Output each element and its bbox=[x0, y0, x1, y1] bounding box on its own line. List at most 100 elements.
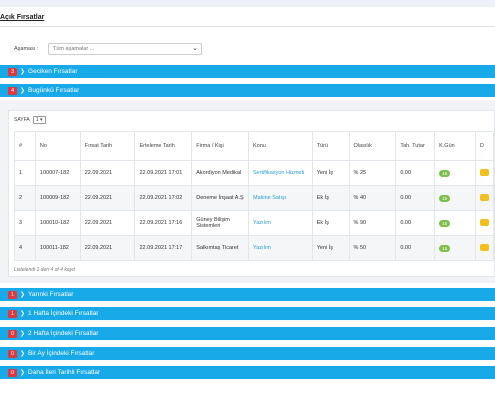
cell-type: Ek İş bbox=[311, 185, 350, 211]
page-select[interactable]: 1 ▾ bbox=[32, 116, 46, 124]
kgun-badge: 15 bbox=[439, 244, 451, 252]
cell-kgun: 15 bbox=[434, 185, 476, 211]
section-label: Daha İleri Tarihli Fırsatlar bbox=[28, 369, 101, 376]
cell-firm: Deneme İnşaat A.Ş bbox=[191, 185, 249, 211]
top-bar bbox=[0, 0, 495, 7]
section-count-badge: 4 bbox=[8, 86, 17, 95]
section-overdue[interactable]: 3 ❯ Geciken Fırsatlar bbox=[0, 65, 495, 78]
col-firm[interactable]: Firma / Kişi bbox=[191, 131, 249, 161]
section-label: 1 Hafta İçindeki Fırsatlar bbox=[28, 310, 99, 317]
cell-subject-link[interactable]: Sertifikasyon Hizmeti bbox=[247, 160, 313, 186]
cell-no: 100011-182 bbox=[34, 235, 81, 261]
cell-type: Yeni İş bbox=[311, 160, 350, 186]
status-badge bbox=[479, 243, 489, 251]
chevron-right-icon: ❯ bbox=[20, 370, 26, 376]
status-badge bbox=[479, 168, 489, 176]
cell-no: 100010-182 bbox=[34, 210, 81, 236]
stage-filter-value: Tüm aşamalar ... bbox=[53, 46, 95, 52]
col-index[interactable]: # bbox=[14, 131, 36, 161]
cell-probability: % 25 bbox=[348, 160, 397, 186]
col-postpone[interactable]: Erteleme Tarih bbox=[134, 131, 193, 161]
section-count-badge: 0 bbox=[8, 349, 17, 358]
cell-amount: 0.00 bbox=[395, 160, 436, 186]
table-container: SAYFA 1 ▾ # No Fırsat Tarih Erteleme Tar… bbox=[8, 110, 495, 277]
section-one-month[interactable]: 0 ❯ Bir Ay İçindeki Fırsatlar bbox=[0, 347, 495, 360]
stage-filter-select[interactable]: Tüm aşamalar ... ⌄ bbox=[48, 43, 202, 55]
col-kgun[interactable]: K.Gün bbox=[434, 131, 476, 161]
col-d[interactable]: D bbox=[474, 131, 495, 161]
cell-postpone: 22.09.2021 17:16 bbox=[134, 210, 193, 236]
col-date[interactable]: Fırsat Tarih bbox=[79, 131, 136, 161]
chevron-right-icon: ❯ bbox=[20, 351, 26, 357]
listed-count-text: Listelendi 1 den 4 of 4 kayıt bbox=[14, 267, 75, 273]
col-subject[interactable]: Konu bbox=[247, 131, 313, 161]
cell-d bbox=[474, 185, 495, 211]
col-probability[interactable]: Olasılık bbox=[348, 131, 397, 161]
section-tomorrow[interactable]: 1 ❯ Yarınki Fırsatlar bbox=[0, 288, 495, 301]
section-label: Yarınki Fırsatlar bbox=[28, 291, 74, 298]
cell-index: 2 bbox=[14, 185, 36, 211]
cell-amount: 0.00 bbox=[395, 185, 436, 211]
page-label: SAYFA bbox=[14, 117, 30, 123]
cell-d bbox=[474, 235, 495, 261]
table-row[interactable]: 3 100010-182 22.09.2021 22.09.2021 17:16… bbox=[14, 210, 495, 236]
cell-index: 1 bbox=[14, 160, 36, 186]
cell-firm: Güney Bilişim Sistemleri bbox=[191, 210, 249, 236]
cell-no: 100009-182 bbox=[34, 185, 81, 211]
kgun-badge: 15 bbox=[439, 194, 451, 202]
cell-index: 4 bbox=[14, 235, 36, 261]
cell-date: 22.09.2021 bbox=[79, 210, 136, 236]
cell-kgun: 15 bbox=[434, 210, 476, 236]
cell-amount: 0.00 bbox=[395, 210, 436, 236]
cell-date: 22.09.2021 bbox=[79, 185, 136, 211]
section-count-badge: 3 bbox=[8, 67, 17, 76]
stage-filter-label: Aşaması : bbox=[14, 46, 39, 52]
divider bbox=[0, 26, 495, 27]
cell-kgun: 15 bbox=[434, 235, 476, 261]
cell-type: Ek İş bbox=[311, 210, 350, 236]
page-size-control: SAYFA 1 ▾ bbox=[14, 116, 46, 124]
cell-probability: % 40 bbox=[348, 185, 397, 211]
section-label: Bir Ay İçindeki Fırsatlar bbox=[28, 350, 95, 357]
cell-postpone: 22.09.2021 17:02 bbox=[134, 185, 193, 211]
cell-subject-link[interactable]: Makine Satışı bbox=[247, 185, 313, 211]
section-count-badge: 0 bbox=[8, 368, 17, 377]
cell-amount: 0.00 bbox=[395, 235, 436, 261]
section-one-week[interactable]: 1 ❯ 1 Hafta İçindeki Fırsatlar bbox=[0, 307, 495, 320]
section-count-badge: 1 bbox=[8, 290, 17, 299]
kgun-badge: 15 bbox=[439, 169, 451, 177]
cell-subject-link[interactable]: Yazılım bbox=[247, 210, 313, 236]
cell-subject-link[interactable]: Yazılım bbox=[247, 235, 313, 261]
page-title[interactable]: Açık Fırsatlar bbox=[0, 14, 45, 21]
cell-probability: % 50 bbox=[348, 235, 397, 261]
col-no[interactable]: No bbox=[34, 131, 81, 161]
cell-no: 100007-182 bbox=[34, 160, 81, 186]
cell-d bbox=[474, 160, 495, 186]
cell-postpone: 22.09.2021 17:17 bbox=[134, 235, 193, 261]
table-row[interactable]: 2 100009-182 22.09.2021 22.09.2021 17:02… bbox=[14, 185, 495, 211]
table-header-row: # No Fırsat Tarih Erteleme Tarih Firma /… bbox=[14, 131, 495, 161]
section-later[interactable]: 0 ❯ Daha İleri Tarihli Fırsatlar bbox=[0, 366, 495, 379]
chevron-right-icon: ❯ bbox=[20, 88, 26, 94]
chevron-right-icon: ❯ bbox=[20, 69, 26, 75]
section-today[interactable]: 4 ❯ Bugünkü Fırsatlar bbox=[0, 84, 495, 97]
col-amount[interactable]: Tah. Tutar bbox=[395, 131, 436, 161]
section-count-badge: 1 bbox=[8, 309, 17, 318]
status-badge bbox=[479, 218, 489, 226]
cell-firm: Akordiyon Medikal bbox=[191, 160, 249, 186]
cell-index: 3 bbox=[14, 210, 36, 236]
cell-date: 22.09.2021 bbox=[79, 160, 136, 186]
table-row[interactable]: 4 100011-182 22.09.2021 22.09.2021 17:17… bbox=[14, 235, 495, 261]
status-badge bbox=[479, 193, 489, 201]
chevron-right-icon: ❯ bbox=[20, 311, 26, 317]
section-label: 2 Hafta İçindeki Fırsatlar bbox=[28, 330, 99, 337]
cell-postpone: 22.09.2021 17:01 bbox=[134, 160, 193, 186]
table-row[interactable]: 1 100007-182 22.09.2021 22.09.2021 17:01… bbox=[14, 160, 495, 186]
cell-date: 22.09.2021 bbox=[79, 235, 136, 261]
cell-probability: % 90 bbox=[348, 210, 397, 236]
section-two-weeks[interactable]: 0 ❯ 2 Hafta İçindeki Fırsatlar bbox=[0, 327, 495, 340]
chevron-right-icon: ❯ bbox=[20, 331, 26, 337]
section-label: Geciken Fırsatlar bbox=[28, 68, 78, 75]
col-type[interactable]: Türü bbox=[311, 131, 350, 161]
kgun-badge: 15 bbox=[439, 219, 451, 227]
